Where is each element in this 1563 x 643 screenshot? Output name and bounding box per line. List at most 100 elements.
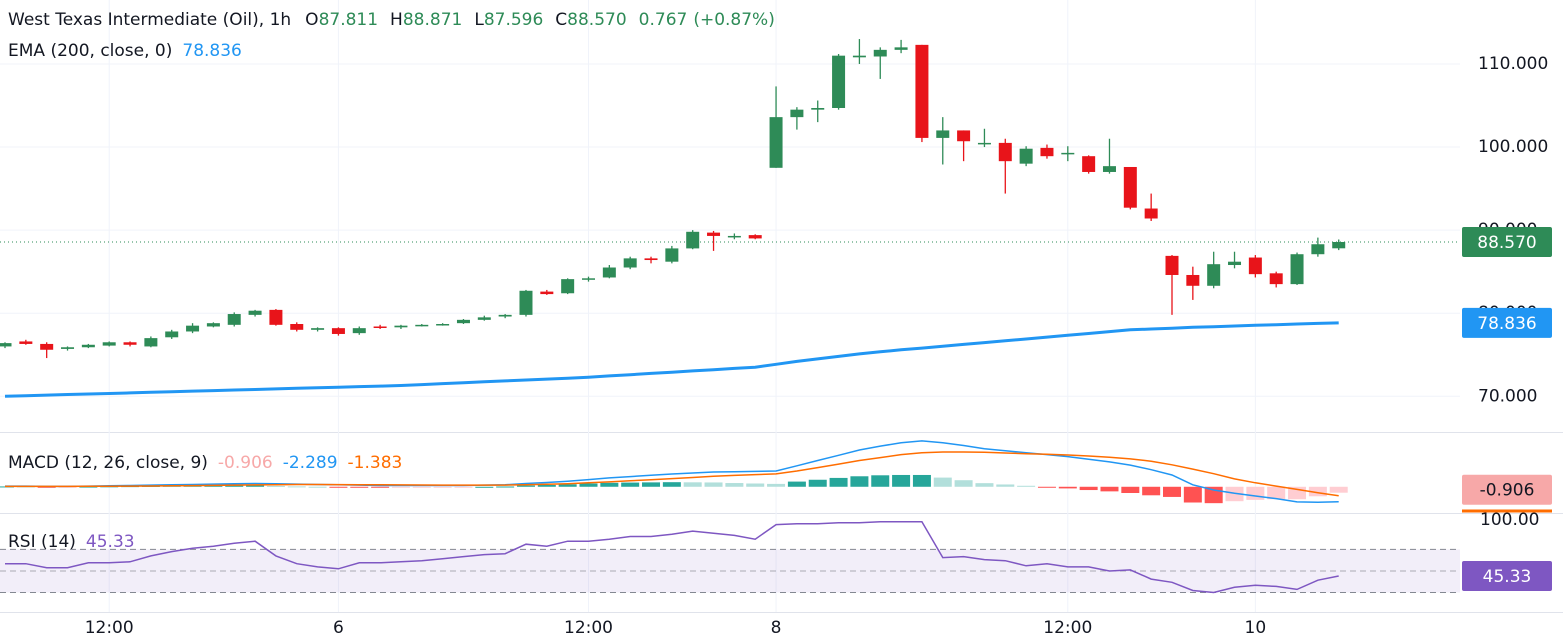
macd-histogram-bar [1017,485,1036,487]
candle-body [707,232,721,236]
ohlc-key: O [305,10,318,30]
candle-body [415,324,429,327]
macd-hist-box [1462,474,1552,505]
macd-histogram-bar [996,484,1015,487]
ema-line [4,321,1339,398]
macd-histogram-bar [475,486,494,488]
price-box [1462,227,1552,258]
candle-body [1248,257,1262,275]
candle-body [206,323,220,327]
candle-body [748,235,762,239]
candle-body [1102,166,1116,172]
candle-body [915,44,929,138]
ohlc-value: 87.596 [484,10,543,30]
macd-histogram-bar [642,482,661,487]
macd-histogram-bar [600,482,619,487]
ohlc-value: 88.570 [567,10,626,30]
candle-body [19,341,33,344]
candle-body [811,108,825,110]
change-pct: (+0.87%) [693,10,775,30]
candle-body [1290,254,1304,285]
candle-body [0,343,12,347]
macd-histogram-bar [1079,486,1098,491]
candle-body [394,325,408,328]
macd-line [5,440,1339,503]
macd-histogram-bar [266,485,285,487]
ema-legend: EMA (200, close, 0) 78.836 [8,41,242,61]
candle-body [644,258,658,261]
macd-hist-label: -0.906 [1480,481,1535,501]
macd-histogram-bar [1329,486,1348,493]
macd-histogram-bar [1037,486,1056,488]
candle-body [540,291,554,295]
candle-body [290,324,304,330]
candle-body [852,55,866,58]
rsi-name: RSI (14) [8,532,76,552]
macd-histogram-bar [225,485,244,487]
candle-body [602,267,616,278]
y-tick-label: 100.00 [1480,510,1539,530]
candle-body [186,325,200,332]
macd-histogram-bar [871,475,890,487]
macd-histogram-bar [892,474,911,487]
macd-histogram-bar [329,486,348,488]
rsi-label: 45.33 [1483,567,1532,587]
candle-body [1061,152,1075,155]
macd-histogram-bar [1183,486,1202,503]
macd-histogram-bar [725,483,744,487]
candle-body [727,235,741,238]
rsi-value: 45.33 [86,532,135,552]
macd-histogram-bar [850,476,869,487]
x-tick-label: 8 [771,618,782,638]
y-tick-label: 110.000 [1478,54,1548,74]
macd-histogram-bar [975,483,994,487]
candle-body [998,142,1012,162]
macd-histogram-bar [1308,486,1327,497]
candle-body [936,130,950,138]
macd-histogram-bar [954,480,973,487]
candle-body [477,317,491,320]
macd-value: -0.906 [218,453,273,473]
candle-body [123,342,137,345]
macd-histogram-bar [787,481,806,487]
macd-histogram-bar [516,485,535,487]
candle-body [873,49,887,57]
macd-histogram-bar [371,486,390,488]
candle-body [144,338,158,347]
candle-body [1144,208,1158,219]
symbol-title: West Texas Intermediate (Oil), 1h [8,10,291,30]
rsi-box [1462,560,1552,591]
ohlc-key: C [555,10,567,30]
candle-body [977,142,991,145]
macd-histogram-bar [454,486,473,488]
macd-histogram-bar [496,486,515,488]
candle-body [456,319,470,324]
candle-body [373,326,387,328]
x-tick-label: 12:00 [85,618,134,638]
y-tick-label: 100.000 [1478,137,1548,157]
ema-box [1462,307,1552,338]
ohlc-value: 87.811 [319,10,378,30]
candle-body [1186,274,1200,286]
price-label: 88.570 [1477,233,1536,253]
macd-histogram-bar [287,486,306,488]
candle-body [665,248,679,262]
macd-histogram-bar [683,482,702,487]
candle-body [81,344,95,348]
macd-histogram-bar [621,482,640,487]
rsi-line [5,520,1339,594]
ohlc-value: 88.871 [403,10,462,30]
candle-body [165,331,179,338]
macd-histogram-bar [1058,486,1077,489]
candle-body [352,328,366,334]
macd-histogram-bar [767,483,786,487]
macd-histogram-bar [912,474,931,487]
candle-body [227,314,241,325]
candle-body [790,109,804,118]
ema-value: 78.836 [182,41,241,61]
ema-label: 78.836 [1477,314,1536,334]
macd-histogram-bar [537,485,556,487]
x-tick-label: 12:00 [564,618,613,638]
x-tick-label: 6 [333,618,344,638]
